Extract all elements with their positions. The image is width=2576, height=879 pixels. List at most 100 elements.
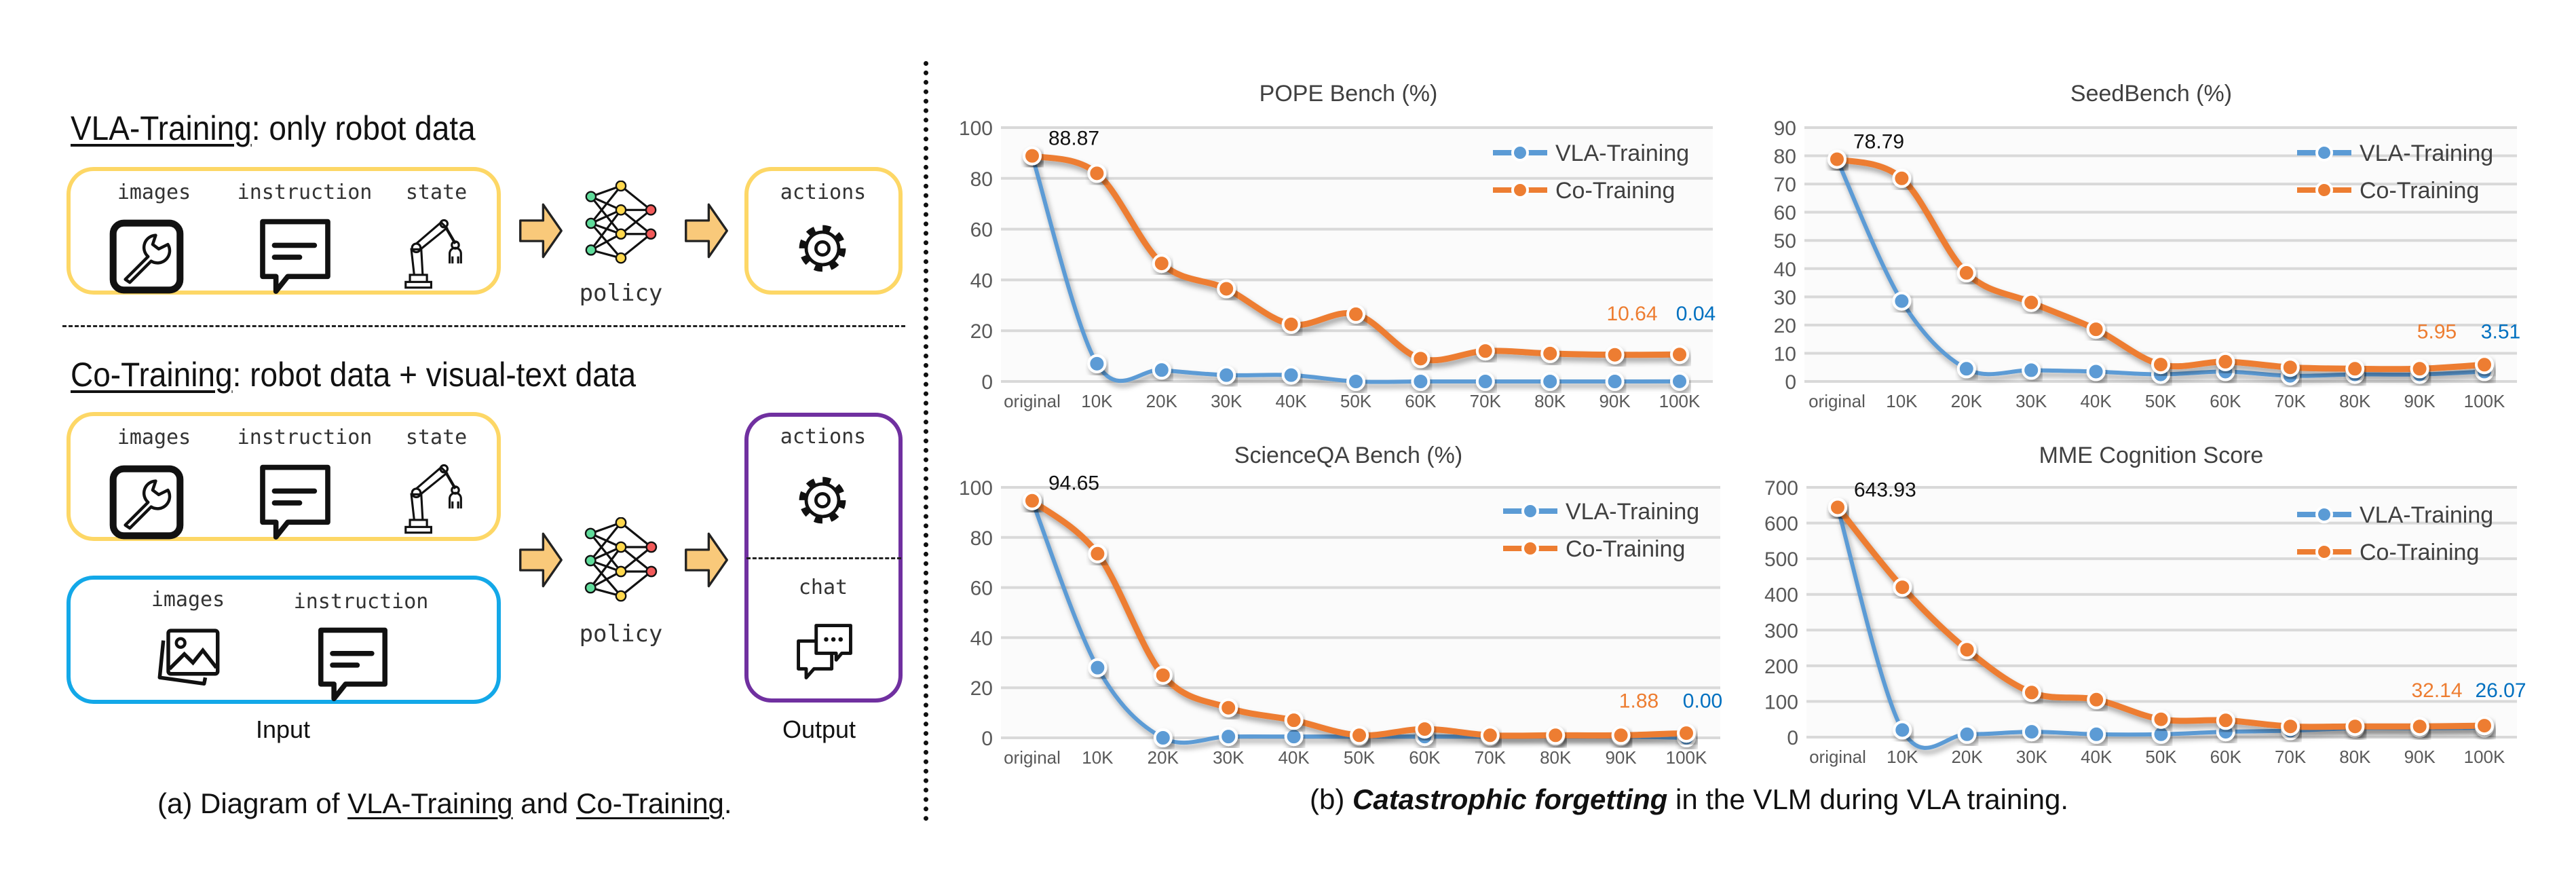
chart-title: MME Cognition Score (2039, 443, 2264, 468)
x-tick-label: 100K (1666, 747, 1707, 768)
data-point-vla-training (1957, 724, 1977, 744)
data-point-vla-training (1281, 365, 1301, 385)
y-tick-label: 20 (1774, 315, 1796, 337)
data-point-co-training (2410, 359, 2429, 379)
data-point-co-training (2281, 717, 2300, 736)
input-label: Input (255, 715, 311, 743)
instruction-label: instruction (237, 426, 373, 449)
data-point-vla-training (2022, 360, 2041, 380)
co-training-end-label: 1.88 (1619, 690, 1659, 713)
data-point-co-training (1540, 343, 1560, 363)
x-tick-label: 70K (1475, 747, 1507, 768)
legend-marker (2315, 543, 2333, 561)
data-point-vla-training (1346, 372, 1365, 391)
chart-title: POPE Bench (%) (1259, 81, 1438, 107)
x-tick-label: 30K (2015, 391, 2047, 411)
policy-label: policy (579, 620, 663, 648)
caption-text: in the VLM during VLA training. (1667, 783, 2069, 815)
y-tick-label: 100 (959, 117, 993, 140)
x-tick-label: original (1808, 391, 1865, 411)
start-value-label: 78.79 (1853, 131, 1904, 153)
data-point-co-training (2410, 717, 2429, 736)
y-tick-label: 200 (1764, 656, 1798, 678)
data-point-co-training (1411, 349, 1431, 369)
legend-marker (1521, 502, 1539, 520)
x-tick-label: 10K (1081, 391, 1113, 411)
data-point-vla-training (1153, 728, 1173, 747)
data-point-co-training (1217, 279, 1236, 299)
caption-text: and (512, 787, 577, 819)
data-point-co-training (1670, 345, 1689, 364)
legend-marker (1511, 144, 1529, 162)
chat-label: chat (798, 576, 848, 599)
series-line-co-training (1835, 505, 2485, 730)
legend-label: VLA-Training (1566, 499, 1699, 525)
vla-training-end-label: 0.00 (1683, 690, 1722, 713)
data-point-vla-training (1284, 727, 1304, 747)
y-tick-label: 20 (970, 677, 993, 700)
instruction-label: instruction (237, 181, 373, 204)
y-tick-label: 80 (970, 527, 993, 550)
charts-caption: (b) Catastrophic forgetting in the VLM d… (1310, 783, 2068, 816)
data-point-co-training (1088, 544, 1107, 563)
data-point-co-training (1415, 719, 1435, 739)
data-point-vla-training (1152, 360, 1171, 380)
legend-marker (2315, 181, 2333, 199)
data-point-co-training (1677, 724, 1696, 743)
caption-term: VLA-Training (347, 787, 513, 819)
y-tick-label: 300 (1764, 620, 1798, 642)
co-training-desc: : robot data + visual-text data (232, 356, 637, 394)
chart-title: SeedBench (%) (2070, 81, 2232, 107)
x-tick-label: 30K (1211, 391, 1243, 411)
co-training-term: Co-Training (71, 356, 233, 394)
data-point-co-training (2022, 683, 2041, 703)
x-tick-label: 90K (2404, 391, 2436, 411)
x-tick-label: 10K (1886, 391, 1918, 411)
series-line-vla-training (1835, 158, 2485, 378)
y-tick-label: 400 (1764, 584, 1798, 607)
visual-text-input-box (67, 576, 501, 704)
data-point-vla-training (1088, 658, 1107, 677)
y-tick-label: 0 (981, 371, 993, 394)
x-tick-label: 20K (1951, 391, 1983, 411)
co-training-end-label: 32.14 (2411, 679, 2462, 702)
y-tick-label: 60 (970, 578, 993, 600)
data-point-co-training (2086, 320, 2106, 339)
x-tick-label: 60K (1405, 391, 1437, 411)
co-training-heading: Co-Training: robot data + visual-text da… (71, 355, 636, 394)
x-tick-label: 50K (2145, 391, 2177, 411)
x-tick-label: 50K (2145, 747, 2177, 767)
plot-area (1001, 487, 1720, 738)
start-value-label: 643.93 (1854, 479, 1916, 501)
legend-label: VLA-Training (2360, 141, 2493, 166)
legend-label: Co-Training (2360, 540, 2479, 565)
data-point-co-training (2345, 359, 2365, 379)
data-point-co-training (1284, 711, 1304, 730)
y-tick-label: 70 (1774, 174, 1796, 196)
actions-label: actions (780, 425, 867, 449)
caption-text: (a) Diagram of (157, 787, 348, 819)
x-tick-label: 70K (2275, 747, 2307, 767)
x-tick-label: 100K (2464, 391, 2505, 411)
data-point-co-training (1023, 146, 1042, 166)
x-tick-label: 80K (2339, 391, 2371, 411)
data-point-vla-training (1956, 359, 1976, 379)
caption-term: Co-Training (576, 787, 724, 819)
start-value-label: 94.65 (1048, 472, 1099, 495)
chart-title: ScienceQA Bench (%) (1234, 443, 1462, 468)
y-tick-label: 0 (981, 728, 993, 750)
data-point-co-training (1087, 164, 1107, 183)
plot-area (1001, 128, 1713, 381)
data-point-co-training (2087, 690, 2106, 709)
start-value-label: 88.87 (1048, 128, 1099, 150)
output-label: Output (782, 715, 856, 743)
caption-text: (b) (1310, 783, 1352, 815)
x-tick-label: 80K (1540, 747, 1572, 768)
data-point-co-training (2345, 717, 2365, 736)
legend-marker (2315, 144, 2333, 162)
y-tick-label: 40 (970, 627, 993, 650)
y-tick-label: 30 (1774, 286, 1796, 309)
actions-label: actions (780, 181, 867, 204)
x-tick-label: 80K (1534, 391, 1566, 411)
data-point-co-training (1346, 304, 1365, 324)
